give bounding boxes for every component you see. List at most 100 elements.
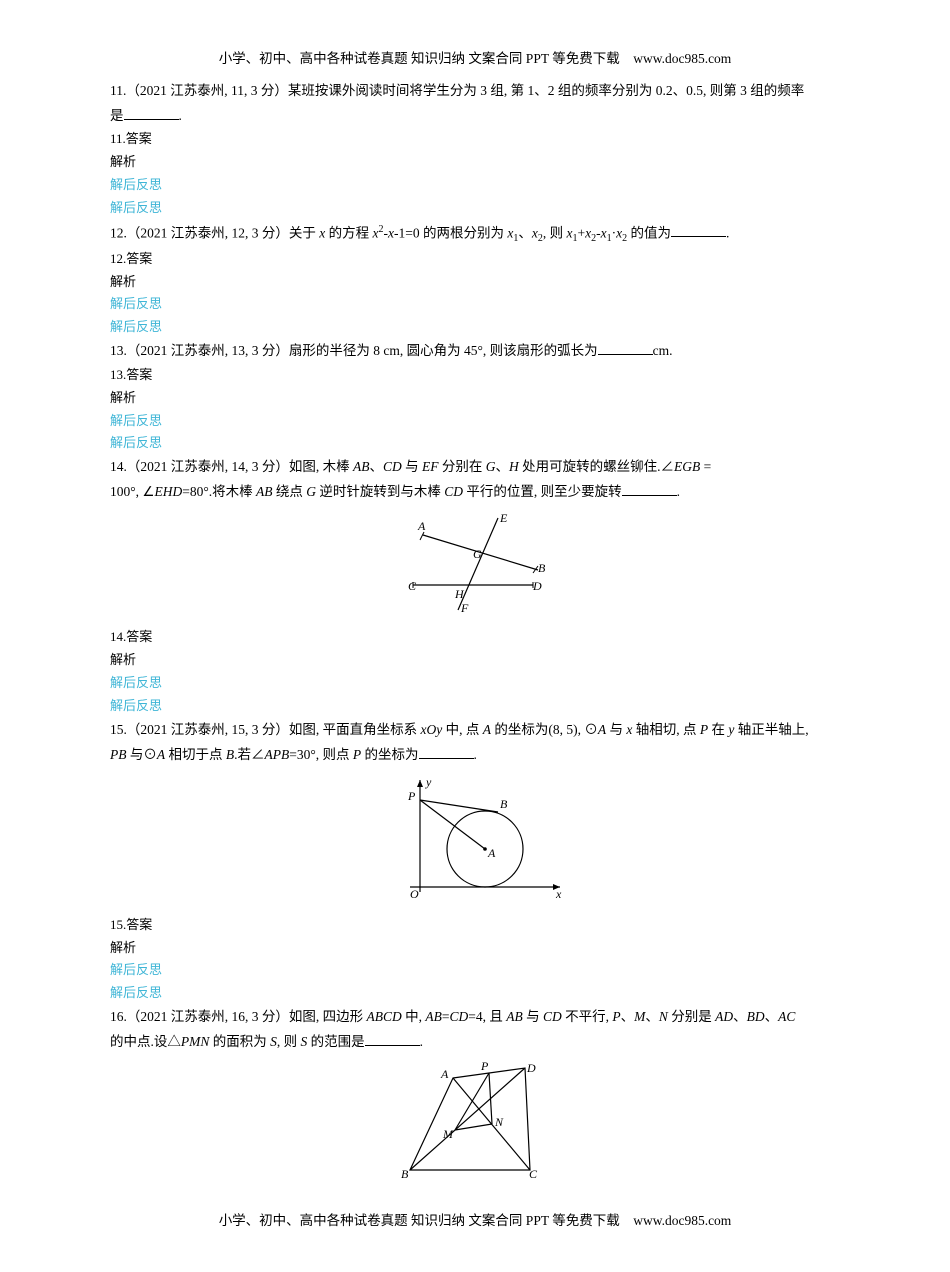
q11-answer: 11.答案 (110, 129, 840, 150)
fig15-label-x: x (555, 887, 562, 901)
q14-b: 与 (402, 459, 422, 474)
q14-i: 逆时针旋转到与木棒 (316, 484, 444, 499)
q16-j: 的范围是 (307, 1034, 364, 1049)
fig15-label-y: y (425, 775, 432, 789)
q12-d: , 则 (543, 225, 567, 240)
q16-c: =4, 且 (468, 1009, 506, 1024)
q15-d: 与 (606, 722, 626, 737)
q15-answer: 15.答案 (110, 915, 840, 936)
fig16-label-c: C (529, 1167, 538, 1180)
answer-label-15: 答案 (126, 917, 152, 932)
fig14-label-f: F (460, 601, 469, 615)
blank-12 (671, 223, 726, 237)
fig14-label-b: B (538, 561, 546, 575)
q16-h: 的面积为 (209, 1034, 270, 1049)
q15-b: 中, 点 (442, 722, 483, 737)
q13-ans-num: 13. (110, 367, 126, 382)
q12-reflection-2: 解后反思 (110, 317, 840, 338)
q14-answer: 14.答案 (110, 627, 840, 648)
q15-i: 相切于点 (165, 747, 226, 762)
q11-reflection-1: 解后反思 (110, 175, 840, 196)
answer-label: 答案 (126, 131, 152, 146)
figure-15: P B A O x y (110, 772, 840, 910)
fig14-label-h: H (454, 587, 465, 601)
q14-reflection-1: 解后反思 (110, 673, 840, 694)
question-11: 11.（2021 江苏泰州, 11, 3 分）某班按课外阅读时间将学生分为 3 … (110, 80, 840, 103)
question-14-line2: 100°, ∠EHD=80°.将木棒 AB 绕点 G 逆时针旋转到与木棒 CD … (110, 481, 840, 504)
question-16: 16.（2021 江苏泰州, 16, 3 分）如图, 四边形 ABCD 中, A… (110, 1006, 840, 1029)
question-12: 12.（2021 江苏泰州, 12, 3 分）关于 x 的方程 x2-x-1=0… (110, 221, 840, 247)
q14-h: 绕点 (273, 484, 307, 499)
q11-ans-num: 11. (110, 131, 126, 146)
fig16-label-a: A (440, 1067, 449, 1081)
fig15-label-b: B (500, 797, 508, 811)
fig14-label-a: A (417, 519, 426, 533)
fig14-label-e: E (499, 511, 508, 525)
q14-analysis: 解析 (110, 650, 840, 671)
fig16-label-d: D (526, 1061, 536, 1075)
q15-g: 轴正半轴上, (734, 722, 808, 737)
fig15-label-p: P (407, 789, 416, 803)
q14-g: =80°.将木棒 (182, 484, 256, 499)
q14-a: 14.（2021 江苏泰州, 14, 3 分）如图, 木棒 (110, 459, 353, 474)
q12-ans-num: 12. (110, 251, 126, 266)
q13-a: 13.（2021 江苏泰州, 13, 3 分）扇形的半径为 8 cm, 圆心角为… (110, 343, 598, 358)
q12-a: 12.（2021 江苏泰州, 12, 3 分）关于 (110, 225, 319, 240)
question-15-line2: PB 与⊙A 相切于点 B.若∠APB=30°, 则点 P 的坐标为. (110, 744, 840, 767)
question-11-line2: 是. (110, 105, 840, 128)
q14-reflection-2: 解后反思 (110, 696, 840, 717)
page-header: 小学、初中、高中各种试卷真题 知识归纳 文案合同 PPT 等免费下载 www.d… (110, 48, 840, 70)
answer-label-14: 答案 (126, 629, 152, 644)
q14-j: 平行的位置, 则至少要旋转 (463, 484, 622, 499)
q11-analysis: 解析 (110, 152, 840, 173)
q13-reflection-2: 解后反思 (110, 433, 840, 454)
fig14-label-g: G (473, 547, 482, 561)
fig15-label-o: O (410, 887, 419, 901)
q11-reflection-2: 解后反思 (110, 198, 840, 219)
q12-reflection-1: 解后反思 (110, 294, 840, 315)
fig15-label-a: A (487, 846, 496, 860)
q15-f: 在 (708, 722, 728, 737)
q16-f: 分别是 (668, 1009, 715, 1024)
q15-e: 轴相切, 点 (632, 722, 700, 737)
q12-e: 的值为 (627, 225, 671, 240)
q11-suffix: 是 (110, 108, 124, 123)
q14-c: 分别在 (439, 459, 486, 474)
q15-j: .若∠ (234, 747, 264, 762)
q15-h: 与⊙ (127, 747, 157, 762)
q16-i: , 则 (277, 1034, 301, 1049)
q16-g: 的中点.设△ (110, 1034, 181, 1049)
blank-16 (365, 1032, 420, 1046)
q15-ans-num: 15. (110, 917, 126, 932)
q11-prefix: 11.（2021 江苏泰州, 11, 3 分）某班按课外阅读时间将学生分为 3 … (110, 83, 804, 98)
q12-analysis: 解析 (110, 272, 840, 293)
fig14-label-d: D (532, 579, 542, 593)
q12-answer: 12.答案 (110, 249, 840, 270)
q13-reflection-1: 解后反思 (110, 411, 840, 432)
q15-l: 的坐标为 (361, 747, 418, 762)
q16-b: 中, (402, 1009, 426, 1024)
q15-k: =30°, 则点 (289, 747, 353, 762)
q13-answer: 13.答案 (110, 365, 840, 386)
q15-analysis: 解析 (110, 938, 840, 959)
question-13: 13.（2021 江苏泰州, 13, 3 分）扇形的半径为 8 cm, 圆心角为… (110, 340, 840, 363)
q14-e: = (700, 459, 711, 474)
blank-14 (622, 482, 677, 496)
q13-analysis: 解析 (110, 388, 840, 409)
fig16-label-p: P (480, 1060, 489, 1073)
blank-11 (124, 106, 179, 120)
question-16-line2: 的中点.设△PMN 的面积为 S, 则 S 的范围是. (110, 1031, 840, 1054)
q15-a: 15.（2021 江苏泰州, 15, 3 分）如图, 平面直角坐标系 (110, 722, 421, 737)
q16-d: 与 (523, 1009, 543, 1024)
q12-c: -1=0 的两根分别为 (394, 225, 507, 240)
blank-15 (419, 745, 474, 759)
fig14-label-c: C (408, 579, 417, 593)
fig16-label-b: B (401, 1167, 409, 1180)
figure-16: A D B C P M N (110, 1060, 840, 1188)
q16-a: 16.（2021 江苏泰州, 16, 3 分）如图, 四边形 (110, 1009, 367, 1024)
question-14: 14.（2021 江苏泰州, 14, 3 分）如图, 木棒 AB、CD 与 EF… (110, 456, 840, 479)
fig16-label-m: M (442, 1127, 454, 1141)
fig16-label-n: N (494, 1115, 504, 1129)
q14-d: 处用可旋转的螺丝铆住.∠ (519, 459, 674, 474)
q14-f: 100°, ∠ (110, 484, 155, 499)
